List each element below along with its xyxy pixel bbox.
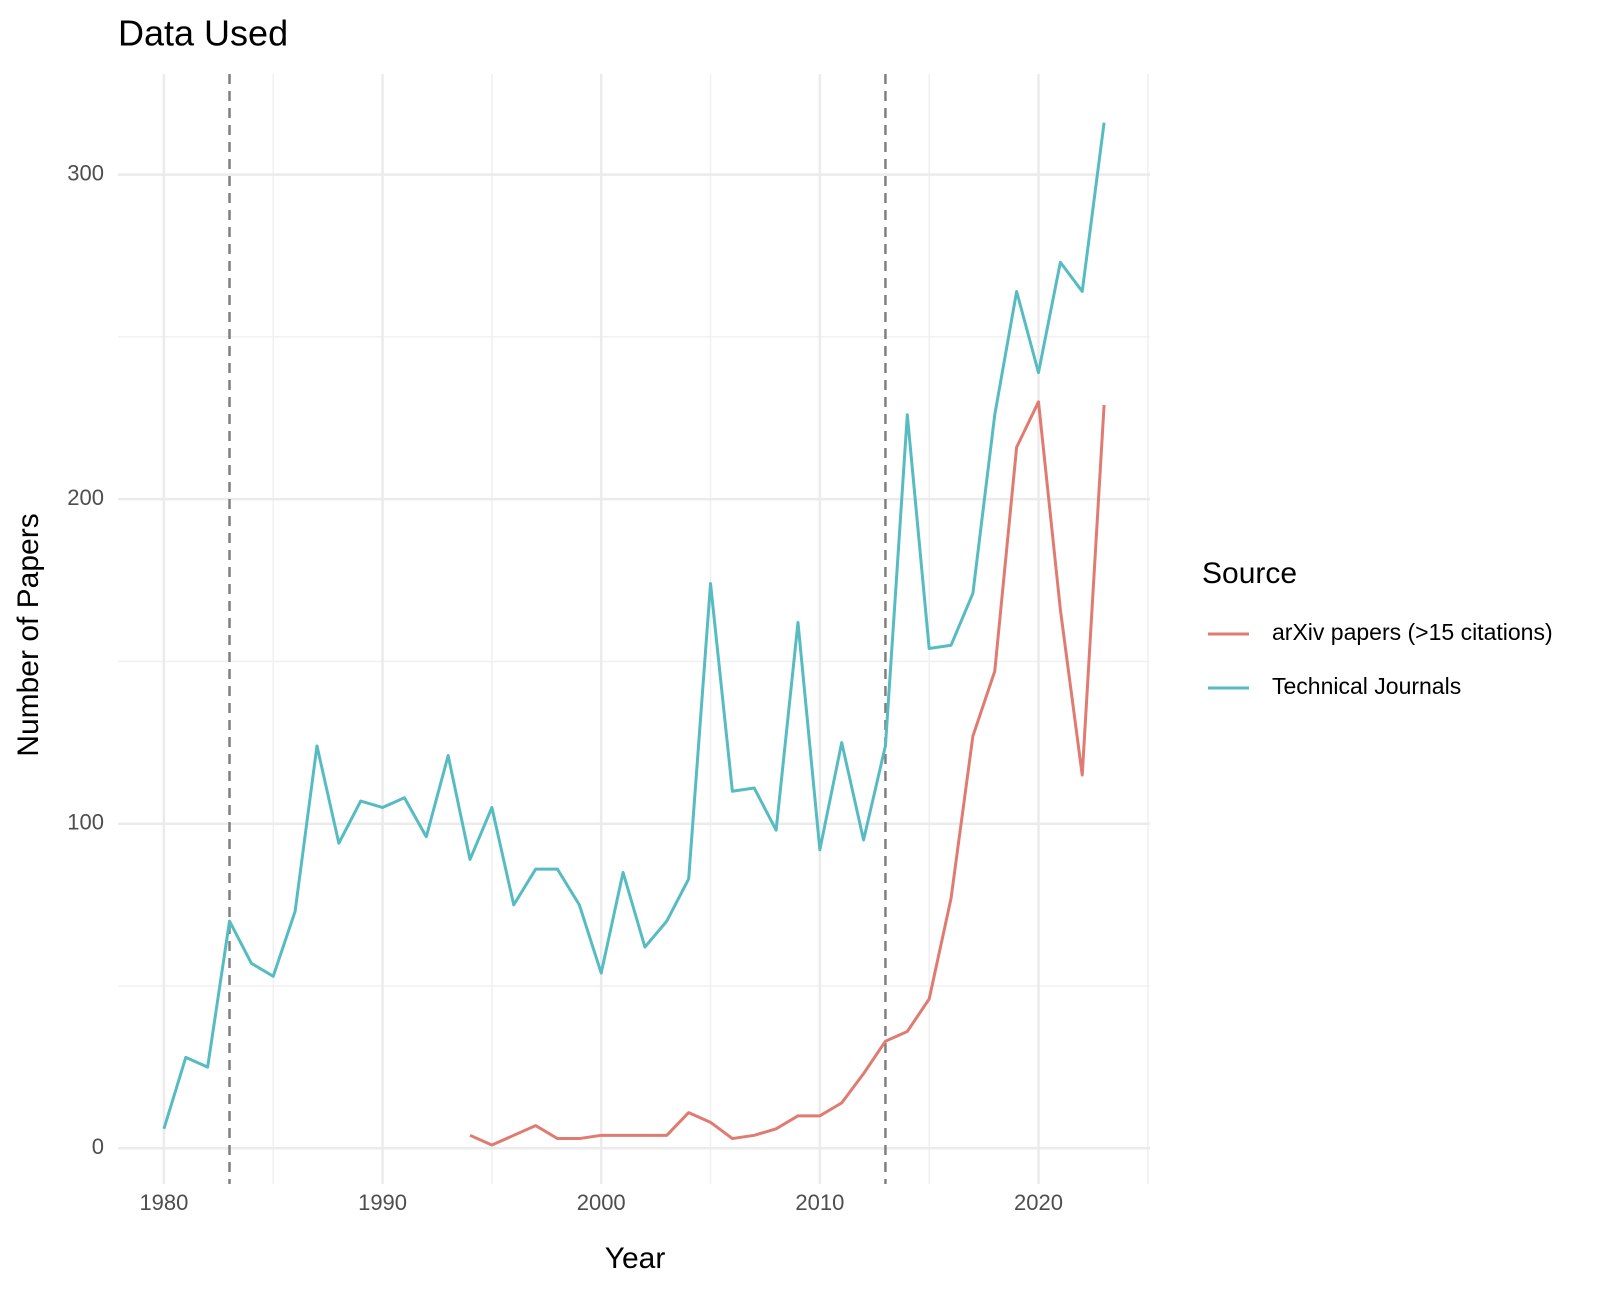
y-tick-label: 200: [67, 485, 104, 510]
x-tick-label: 2000: [577, 1190, 626, 1215]
series-line: [469, 400, 1106, 1147]
y-tick-label: 100: [67, 810, 104, 835]
legend-title: Source: [1202, 557, 1297, 590]
y-tick-label: 0: [92, 1134, 104, 1159]
x-axis-label: Year: [605, 1242, 666, 1275]
chart-title: Data Used: [118, 13, 288, 54]
legend-label: arXiv papers (>15 citations): [1272, 619, 1553, 645]
y-tick-label: 300: [67, 160, 104, 185]
x-tick-label: 2010: [795, 1190, 844, 1215]
series-line: [162, 122, 1106, 1130]
x-tick-label: 2020: [1014, 1190, 1063, 1215]
y-axis-label: Number of Papers: [12, 513, 45, 756]
x-tick-label: 1980: [139, 1190, 188, 1215]
legend-label: Technical Journals: [1272, 673, 1461, 699]
x-tick-label: 1990: [358, 1190, 407, 1215]
